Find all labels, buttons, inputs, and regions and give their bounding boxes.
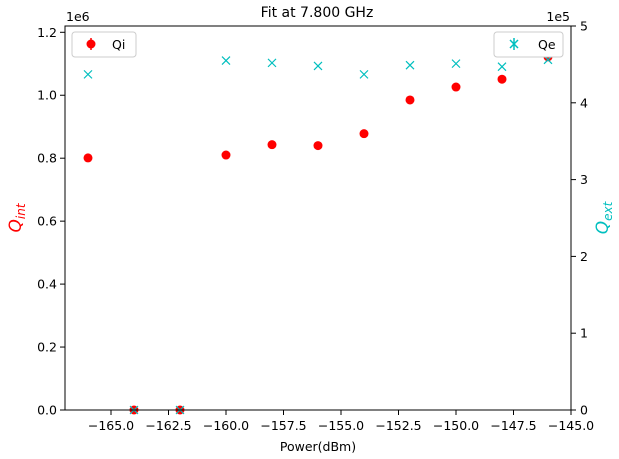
legend-left-box [71,31,137,58]
data-point-qi [221,150,231,160]
y-right-tick-label: 0 [580,403,588,418]
data-point-qe [221,56,231,65]
y-right-tick-label: 1 [580,326,588,341]
x-tick-label: −165.0 [88,418,134,433]
data-point-qi [451,82,461,92]
y-left-tick-label: 0.8 [37,151,57,166]
data-point-qi [267,140,277,150]
y-right-tick-label: 5 [580,19,588,34]
y-left-tick-label: 1.0 [37,88,57,103]
y-right-tick-label: 3 [580,172,588,187]
legend-right: Qe [493,31,564,58]
y-left-tick-label: 0.0 [37,403,57,418]
data-point-qe [267,58,277,68]
y-axis-left-label-main: Q [6,219,26,232]
legend-qi-marker [86,39,96,49]
plot-area: −165.0 −162.5 −160.0 −157.5 −155.0 −152.5 −150… [37,19,594,434]
data-point-qe [83,69,93,79]
data-point-qi [313,141,323,151]
y-left-tick-label: 0.4 [37,277,57,292]
y-axis-left-label: Qint [6,202,28,232]
x-tick-label: −160.0 [203,418,249,433]
y-axis-left-label-sub: int [14,202,28,219]
data-point-qi [359,129,369,139]
data-point-qe [451,59,461,69]
x-tick-label: −155.0 [318,418,364,433]
right-axis-multiplier: 1e5 [546,9,570,24]
x-tick-label: −150.0 [433,418,479,433]
data-point-qi [497,74,507,84]
x-tick-label: −157.5 [260,418,306,433]
legend-right-box [493,31,564,58]
x-tick-label: −152.5 [375,418,421,433]
y-left-tick-label: 0.6 [37,214,57,229]
y-axis-right-label-sub: ext [601,200,615,220]
legend-qe-label: Qe [538,37,556,52]
x-axis-label: Power(dBm) [280,439,356,454]
data-point-qe [359,69,369,79]
x-tick-label: −147.5 [490,418,536,433]
chart-title: Fit at 7.800 GHz [261,5,374,21]
plot-frame [64,25,572,411]
data-point-qi [83,153,93,163]
legend-left: Qi [71,31,137,58]
data-point-qe [405,60,415,70]
y-axis-right-label: Qext [593,200,615,234]
legend-qi-label: Qi [112,37,125,52]
left-axis-multiplier: 1e6 [66,9,90,24]
y-right-tick-label: 4 [580,95,588,110]
x-tick-label: −162.5 [145,418,191,433]
legend-qe-marker [509,39,519,49]
y-axis-right-label-main: Q [593,221,613,234]
y-left-tick-label: 0.2 [37,340,57,355]
data-point-qi [405,95,415,105]
data-point-qe [497,62,507,72]
x-tick-label: −145.0 [548,418,594,433]
y-right-tick-label: 2 [580,249,588,264]
data-point-qe [313,61,323,71]
y-left-tick-label: 1.2 [37,25,57,40]
